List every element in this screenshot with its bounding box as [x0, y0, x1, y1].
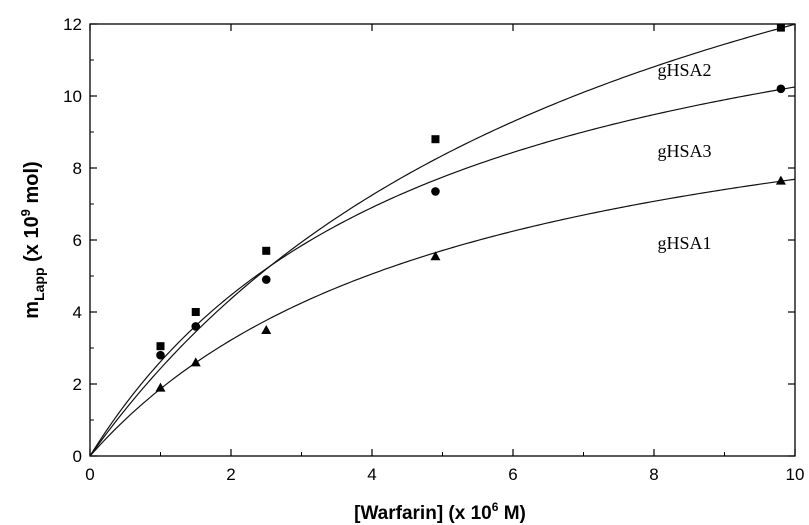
fit-curve-gHSA1: [89, 178, 796, 457]
point-gHSA1: [155, 382, 166, 392]
x-tick-label: 8: [649, 465, 658, 484]
y-tick-label: 6: [73, 231, 82, 250]
point-gHSA3: [156, 350, 165, 360]
x-tick-label: 0: [85, 465, 94, 484]
x-axis-title: [Warfarin] (x 106 M): [354, 500, 526, 524]
point-gHSA3: [431, 187, 440, 196]
series-labels: gHSA2 gHSA3 gHSA1: [658, 60, 712, 253]
y-axis-title: mLapp (x 109 mol): [18, 161, 47, 318]
point-gHSA2: [191, 308, 200, 316]
y-tick-label: 4: [73, 303, 82, 322]
y-tick-label: 2: [73, 375, 82, 394]
x-axis-ticks: 0 2 4 6 8 10: [85, 24, 804, 484]
point-gHSA1: [190, 357, 201, 367]
point-gHSA1: [430, 251, 441, 261]
point-gHSA2: [776, 23, 785, 32]
y-tick-label: 10: [63, 87, 82, 106]
series-label-gHSA2: gHSA2: [658, 60, 712, 80]
point-gHSA3: [776, 84, 786, 94]
y-tick-label: 0: [73, 447, 82, 466]
data-markers: [155, 23, 786, 392]
x-tick-label: 10: [786, 465, 805, 484]
point-gHSA3: [261, 275, 271, 284]
y-tick-label: 12: [63, 15, 82, 34]
point-gHSA2: [156, 342, 165, 351]
x-tick-label: 2: [226, 465, 235, 484]
point-gHSA1: [261, 325, 272, 334]
fit-curves: [89, 23, 796, 457]
series-label-gHSA1: gHSA1: [658, 233, 712, 253]
point-gHSA3: [191, 322, 201, 331]
y-tick-label: 8: [73, 159, 82, 178]
x-tick-label: 6: [508, 465, 517, 484]
point-gHSA2: [431, 135, 440, 144]
series-label-gHSA3: gHSA3: [658, 141, 712, 161]
y-axis-ticks: 0 2 4 6 8 10 12: [63, 15, 795, 466]
point-gHSA1: [775, 175, 786, 185]
fit-curve-gHSA2: [89, 23, 796, 457]
fit-curve-gHSA3: [89, 86, 796, 457]
x-tick-label: 4: [367, 465, 376, 484]
point-gHSA2: [262, 246, 271, 255]
